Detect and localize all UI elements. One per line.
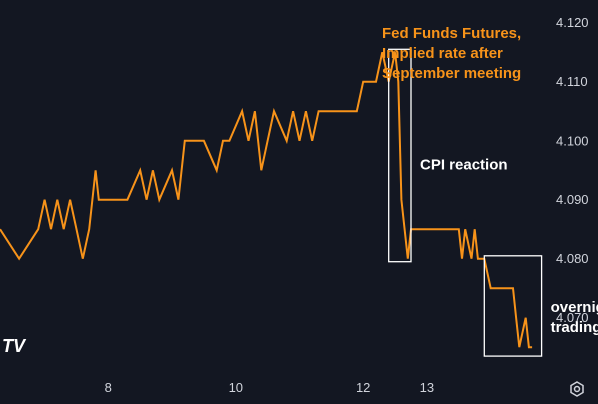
annotation-box-1 <box>483 255 543 357</box>
x-tick-label: 12 <box>356 380 370 395</box>
y-tick-label: 4.110 <box>556 74 588 89</box>
x-tick-label: 8 <box>105 380 112 395</box>
annotation-label: overnight <box>551 299 598 316</box>
y-tick-label: 4.070 <box>556 310 589 325</box>
y-tick-label: 4.090 <box>556 192 589 207</box>
tradingview-logo: TV <box>2 336 27 356</box>
y-tick-label: 4.080 <box>556 251 589 266</box>
chart-title-line: September meeting <box>382 65 521 82</box>
y-tick-label: 4.100 <box>556 133 589 148</box>
series-line-0 <box>0 51 533 349</box>
annotations: CPI reaction overnight trading <box>388 48 598 357</box>
annotation-box-0 <box>388 48 412 263</box>
settings-icon-glyph <box>570 381 584 397</box>
x-tick-label: 10 <box>229 380 243 395</box>
plot-area <box>0 51 533 349</box>
x-axis: 8 10 12 13 <box>105 380 434 395</box>
chart-title-line: Fed Funds Futures, <box>382 25 521 42</box>
chart-title: Fed Funds Futures, Implied rate after Sept… <box>382 25 521 82</box>
settings-icon[interactable] <box>566 378 588 400</box>
x-tick-label: 13 <box>420 380 434 395</box>
annotation-label: trading <box>551 319 598 336</box>
annotation-label: CPI reaction <box>420 156 508 173</box>
y-tick-label: 4.120 <box>556 15 589 30</box>
chart-title-line: Implied rate after <box>382 45 503 62</box>
y-axis: 4.120 4.110 4.100 4.090 4.080 4.070 <box>556 15 589 325</box>
